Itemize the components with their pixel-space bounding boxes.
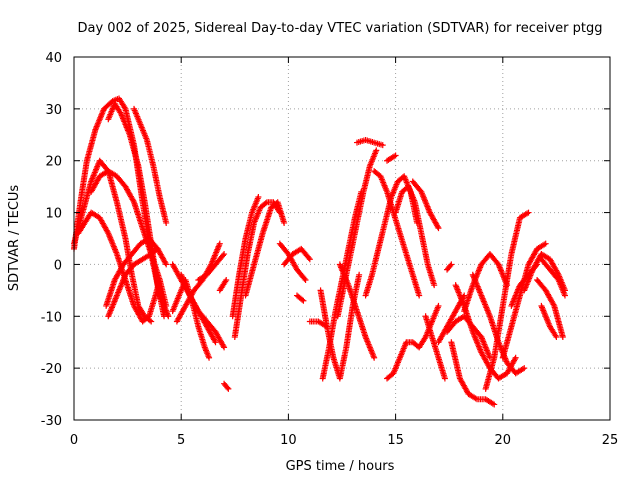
y-tick-label: 30 <box>45 103 62 118</box>
data-point-plus <box>131 105 170 226</box>
data-point-plus <box>336 261 378 361</box>
series-arc-13 <box>195 251 228 283</box>
series-arc-33 <box>409 178 442 232</box>
series-arc-15 <box>221 380 232 392</box>
series-arc-35 <box>444 261 455 273</box>
data-point-plus <box>195 251 228 283</box>
series-arc-42 <box>482 209 532 392</box>
series-arc-28 <box>384 152 399 164</box>
series-arc-46 <box>534 276 566 341</box>
x-tick-label: 15 <box>387 433 404 448</box>
y-tick-labels: -30 -20 -10 0 10 20 30 40 <box>41 51 62 429</box>
series-arc-7 <box>105 245 161 320</box>
series-arc-38 <box>448 339 498 408</box>
data-point-plus <box>534 276 566 341</box>
data-point-plus <box>354 136 386 149</box>
data-point-plus <box>103 235 170 309</box>
x-axis-label: GPS time / hours <box>286 459 395 474</box>
y-tick-label: 20 <box>45 155 62 170</box>
series-arc-30 <box>371 168 423 299</box>
series-arc-32 <box>392 183 438 289</box>
data-point-plus <box>231 199 283 341</box>
series-arc-8 <box>131 105 170 226</box>
x-tick-label: 10 <box>280 433 297 448</box>
series-arc-16 <box>231 199 283 341</box>
series-arc-17 <box>229 194 262 320</box>
y-tick-label: -10 <box>41 310 62 325</box>
data-point-plus <box>221 380 232 392</box>
data-point-plus <box>88 168 170 309</box>
data-point-plus <box>242 199 288 299</box>
data-point-plus <box>334 147 380 320</box>
x-tick-label: 0 <box>70 433 78 448</box>
data-point-plus <box>392 183 438 289</box>
data-point-plus <box>538 302 560 341</box>
data-point-plus <box>482 209 532 392</box>
plot-frame <box>73 56 611 421</box>
series-arc-19 <box>276 240 309 283</box>
series-arc-26 <box>336 261 378 361</box>
y-tick-label: -30 <box>41 414 62 429</box>
data-point-plus <box>409 178 442 232</box>
data-point-plus <box>444 261 455 273</box>
data-point-plus <box>371 168 423 299</box>
series-arc-47 <box>538 256 568 299</box>
data-point-plus <box>293 292 307 304</box>
x-tick-label: 25 <box>602 433 619 448</box>
data-point-plus <box>448 339 498 408</box>
series-arc-5 <box>88 168 170 309</box>
y-axis-label: SDTVAR / TECUs <box>7 185 22 292</box>
x-tick-labels: 0 5 10 15 20 25 <box>70 433 618 448</box>
y-tick-label: 10 <box>45 207 62 222</box>
series-arc-27 <box>354 136 386 149</box>
x-tick-label: 5 <box>177 433 185 448</box>
series-arc-34 <box>422 313 448 382</box>
series-arc-48 <box>538 302 560 341</box>
data-point-plus <box>216 276 230 294</box>
chart-title: Day 002 of 2025, Sidereal Day-to-day VTE… <box>78 21 603 36</box>
series-arc-21 <box>293 292 307 304</box>
series-arc-20 <box>281 245 313 268</box>
series-arc-39 <box>452 282 519 382</box>
data-point-plus <box>178 271 228 351</box>
data-point-plus <box>384 152 399 164</box>
y-tick-label: 0 <box>54 258 62 273</box>
series-arc-25 <box>334 147 380 320</box>
axis-ticks <box>73 56 611 421</box>
y-tick-label: -20 <box>41 362 62 377</box>
data-point-plus <box>276 240 309 283</box>
series-arc-18 <box>242 199 288 299</box>
data-point-plus <box>422 313 448 382</box>
x-tick-label: 20 <box>495 433 512 448</box>
series-arc-12 <box>178 271 228 351</box>
data-point-plus <box>229 194 262 320</box>
series-arc-14 <box>216 276 230 294</box>
y-tick-label: 40 <box>45 51 62 66</box>
data-point-plus <box>538 256 568 299</box>
data-point-plus <box>452 282 519 382</box>
data-point-plus <box>105 245 161 320</box>
data-points <box>71 95 568 408</box>
series-arc-6 <box>103 235 170 309</box>
data-point-plus <box>281 245 313 268</box>
